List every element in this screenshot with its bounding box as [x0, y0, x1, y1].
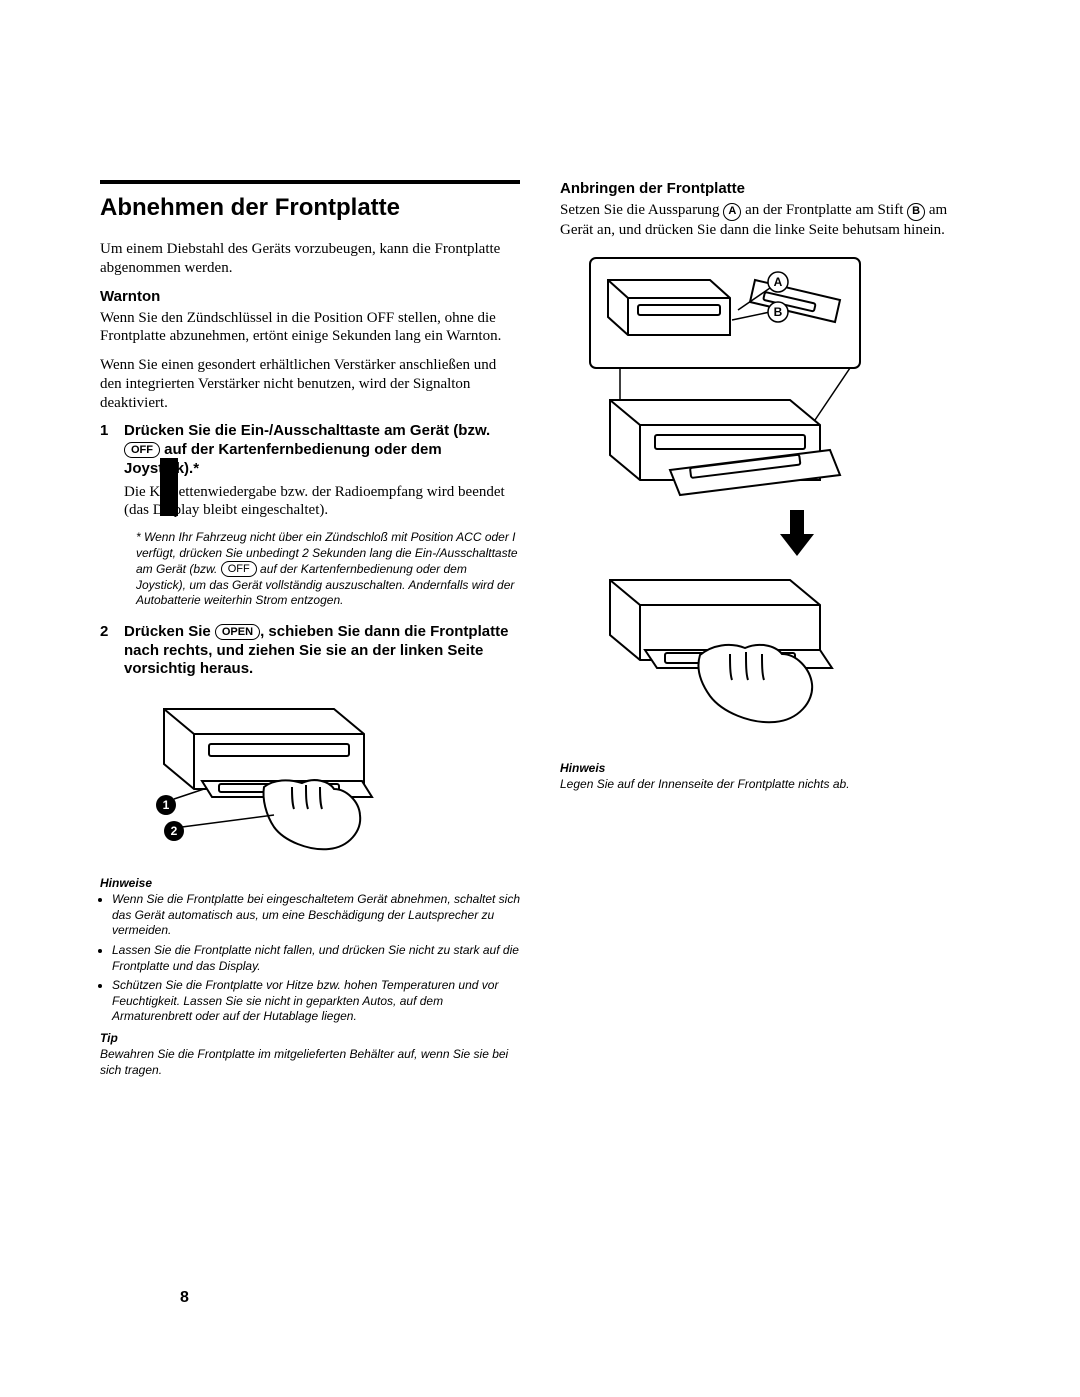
- off-button-label: OFF: [124, 442, 160, 458]
- hinweis-item-1: Wenn Sie die Frontplatte bei eingeschalt…: [112, 892, 520, 939]
- attach-intro-a: Setzen Sie die Aussparung: [560, 202, 723, 218]
- step-1-title-a: Drücken Sie die Ein-/Ausschalttaste am G…: [124, 422, 490, 439]
- off-button-label-2: OFF: [221, 561, 257, 577]
- section-title: Abnehmen der Frontplatte: [100, 194, 520, 222]
- step-2-body: Drücken Sie OPEN, schieben Sie dann die …: [124, 623, 520, 870]
- page-number: 8: [180, 1289, 189, 1307]
- right-column: Anbringen der Frontplatte Setzen Sie die…: [560, 180, 980, 1078]
- step-2: 2 Drücken Sie OPEN, schieben Sie dann di…: [100, 623, 520, 870]
- step-2-title-a: Drücken Sie: [124, 623, 215, 640]
- label-a-inline: A: [723, 203, 741, 221]
- figure-attach-faceplate: A B: [560, 250, 980, 755]
- fig-label-1: 1: [163, 798, 170, 812]
- step-1-text: Die Kassettenwiedergabe bzw. der Radioem…: [124, 483, 520, 521]
- step-2-title: Drücken Sie OPEN, schieben Sie dann die …: [124, 623, 520, 679]
- fig-label-b: B: [774, 305, 783, 319]
- step-1-number: 1: [100, 422, 114, 617]
- hinweise-list: Wenn Sie die Frontplatte bei eingeschalt…: [100, 892, 520, 1025]
- label-b-inline: B: [907, 203, 925, 221]
- left-column: Abnehmen der Frontplatte Um einem Diebst…: [100, 180, 520, 1078]
- step-2-number: 2: [100, 623, 114, 870]
- hinweis-heading: Hinweis: [560, 761, 980, 775]
- hinweise-heading: Hinweise: [100, 876, 520, 890]
- intro-text: Um einem Diebstahl des Geräts vorzubeuge…: [100, 240, 520, 278]
- step-1-body: Drücken Sie die Ein-/Ausschalttaste am G…: [124, 422, 520, 617]
- page-content: Abnehmen der Frontplatte Um einem Diebst…: [0, 0, 1080, 1158]
- fig-label-2: 2: [171, 824, 178, 838]
- section-rule: [100, 180, 520, 184]
- attach-heading: Anbringen der Frontplatte: [560, 180, 980, 197]
- step-1: 1 Drücken Sie die Ein-/Ausschalttaste am…: [100, 422, 520, 617]
- fig-label-a: A: [774, 275, 783, 289]
- attach-intro-b: an der Frontplatte am Stift: [741, 202, 907, 218]
- figure-remove-faceplate: 1 2: [124, 689, 520, 864]
- warnton-text-2: Wenn Sie einen gesondert erhältlichen Ve…: [100, 356, 520, 412]
- step-1-title: Drücken Sie die Ein-/Ausschalttaste am G…: [124, 422, 520, 478]
- step-1-footnote: * Wenn Ihr Fahrzeug nicht über ein Zünds…: [136, 530, 520, 609]
- warnton-text-1: Wenn Sie den Zündschlüssel in die Positi…: [100, 309, 520, 347]
- hinweis-item-3: Schützen Sie die Frontplatte vor Hitze b…: [112, 978, 520, 1025]
- open-button-label: OPEN: [215, 624, 260, 640]
- attach-intro: Setzen Sie die Aussparung A an der Front…: [560, 201, 980, 240]
- tip-text: Bewahren Sie die Frontplatte im mitgelie…: [100, 1047, 520, 1078]
- hinweis-item-2: Lassen Sie die Frontplatte nicht fallen,…: [112, 943, 520, 974]
- side-tab: [160, 458, 178, 516]
- tip-heading: Tip: [100, 1031, 520, 1045]
- hinweis-text: Legen Sie auf der Innenseite der Frontpl…: [560, 777, 980, 793]
- warnton-heading: Warnton: [100, 288, 520, 305]
